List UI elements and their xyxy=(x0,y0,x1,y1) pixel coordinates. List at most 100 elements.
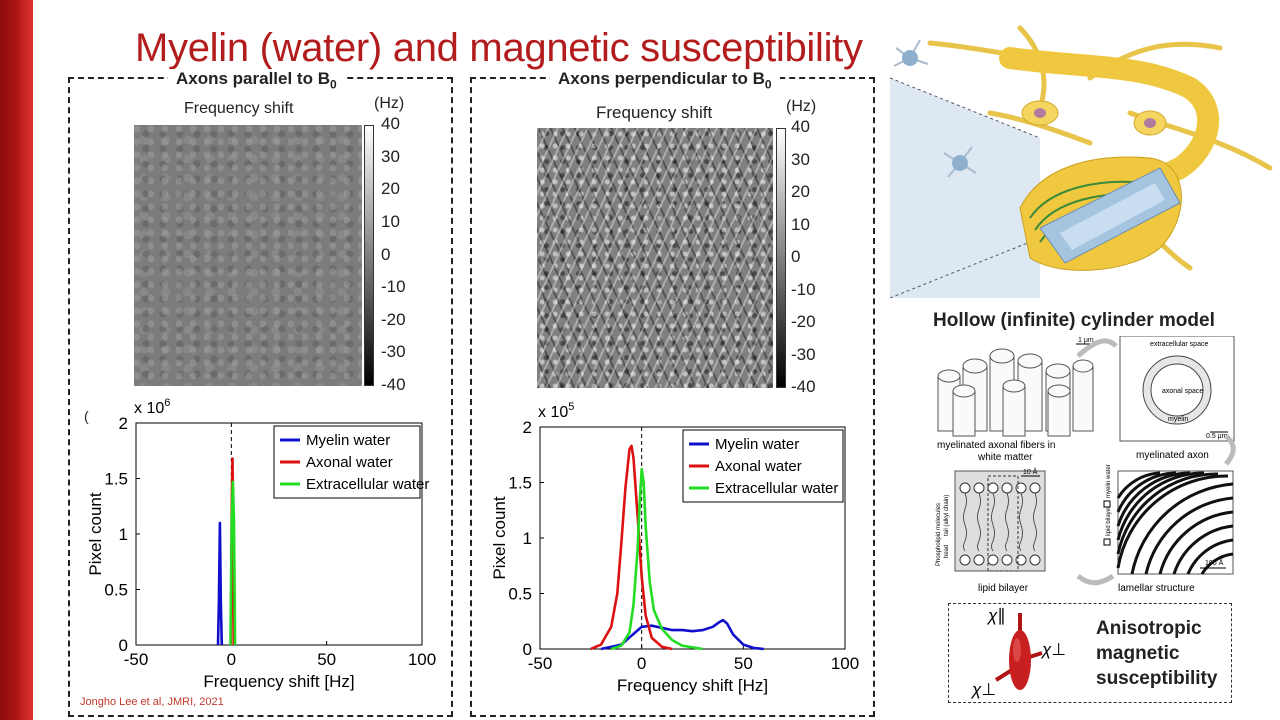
colorbar-tick: -20 xyxy=(381,309,406,329)
x-axis-label: Frequency shift [Hz] xyxy=(617,676,768,695)
legend-entry: Myelin water xyxy=(306,432,390,449)
legend-box xyxy=(682,429,844,503)
colorbar-tick: -30 xyxy=(791,344,816,364)
colorbar-tick: 40 xyxy=(791,117,810,136)
colorbar-tick: 40 xyxy=(381,114,400,133)
y-exponent-power: 5 xyxy=(568,401,574,413)
ellipsoid-susceptibility-icon: χ∥ χ⊥ χ⊥ xyxy=(970,606,1066,699)
fibers-caption-line2: white matter xyxy=(977,452,1033,463)
y-tick-label: 2 xyxy=(119,414,128,433)
colorbar-tick: -30 xyxy=(381,342,406,362)
legend-entry: Axonal water xyxy=(306,454,393,471)
colorbar-unit: (Hz) xyxy=(786,98,817,115)
x-tick-label: 0 xyxy=(227,650,236,669)
frequency-shift-map-parallel xyxy=(134,125,362,386)
colorbar-tick: 30 xyxy=(791,149,810,169)
chart-legend: Myelin water Axonal water Extracellular wa… xyxy=(273,425,429,499)
panel-axons-parallel: Axons parallel to B 0 xyxy=(68,69,453,717)
legend-entry: Axonal water xyxy=(715,458,802,475)
series-line-myelin-water xyxy=(600,618,764,651)
extracellular-label: extracellular space xyxy=(1150,341,1208,348)
axon-caption: myelinated axon xyxy=(1136,450,1209,461)
colorbar-tick: 10 xyxy=(791,214,810,234)
head-label: head xyxy=(944,545,950,558)
x-tick-label: -50 xyxy=(124,650,149,669)
anisotropy-box xyxy=(948,603,1232,703)
series-line-myelin-water xyxy=(216,521,224,646)
myelinated-fibers-icon xyxy=(937,348,1094,437)
colorbar-tick: 30 xyxy=(381,146,400,166)
x-tick-label: 0 xyxy=(637,654,646,673)
y-exponent-label: x 106 xyxy=(134,397,170,417)
frequency-shift-map-title: Frequency shift xyxy=(184,100,294,117)
colorbar-tick: -40 xyxy=(791,377,816,396)
x-axis-label: Frequency shift [Hz] xyxy=(203,672,354,691)
y-tick-label: 2 xyxy=(523,418,532,437)
phospholipid-label: Phospholipid molecules xyxy=(936,503,942,566)
colorbar-tick: 0 xyxy=(381,244,391,264)
colorbar-tick: -20 xyxy=(791,312,816,331)
lamellar-caption: lamellar structure xyxy=(1118,583,1195,594)
colorbar-tick: 10 xyxy=(381,211,400,231)
y-exponent-base: x 10 xyxy=(134,400,164,417)
slide-title: Myelin (water) and magnetic susceptibili… xyxy=(135,26,863,70)
series-line-extracellular-water xyxy=(229,480,237,646)
frequency-shift-map-perpendicular xyxy=(537,128,773,388)
colorbar-tick: 20 xyxy=(381,179,400,199)
tail-label: tail (alkyl chain) xyxy=(944,495,950,536)
colorbar-tick: -10 xyxy=(791,279,816,299)
series-line-extracellular-water xyxy=(610,467,703,651)
chi-perp-right-label: χ⊥ xyxy=(1040,640,1066,659)
y-tick-label: 0 xyxy=(119,636,128,655)
x-tick-label: 50 xyxy=(317,650,336,669)
anisotropy-line-2: magnetic xyxy=(1096,643,1180,664)
slide-accent-band xyxy=(0,0,33,720)
myelin-label: myelin xyxy=(1168,416,1188,423)
anisotropy-line-1: Anisotropic xyxy=(1096,618,1202,639)
colorbar-parallel xyxy=(364,125,374,386)
x-tick-label: 100 xyxy=(408,650,436,669)
colorbar-tick: -10 xyxy=(381,277,406,297)
panel-heading-parallel: Axons parallel to B0 xyxy=(168,69,345,92)
citation: Jongho Lee et al, JMRI, 2021 xyxy=(80,696,224,708)
y-axis-label: Pixel count xyxy=(490,496,509,579)
axonal-space-label: axonal space xyxy=(1162,388,1203,395)
y-exponent-base: x 10 xyxy=(538,404,568,421)
scale-10A-label: 10 Å xyxy=(1023,467,1038,476)
y-exponent-label: x 105 xyxy=(538,401,574,421)
stray-mark: ( xyxy=(84,408,89,424)
y-tick-label: 0 xyxy=(523,640,532,659)
cylinder-model-title: Hollow (infinite) cylinder model xyxy=(933,310,1215,331)
chart-legend: Myelin water Axonal water Extracellular wa… xyxy=(682,429,844,503)
heading-subscript: 0 xyxy=(764,77,772,92)
legend-entry: Extracellular water xyxy=(715,480,838,497)
scale-1um-label: 1 μm xyxy=(1078,337,1094,344)
x-tick-label: 50 xyxy=(734,654,753,673)
heading-text: Axons parallel to B xyxy=(176,69,330,88)
chi-perp-left-label: χ⊥ xyxy=(970,680,996,699)
y-exponent-power: 6 xyxy=(164,397,170,409)
legend-entry: Myelin water xyxy=(715,436,799,453)
y-tick-label: 1 xyxy=(523,529,532,548)
cylinder-model-illustration: 1 μm myelinated axonal fibers in white m… xyxy=(936,336,1236,594)
anisotropy-text: Anisotropic magnetic susceptibility xyxy=(1096,616,1217,691)
legend-myelin-water: myelin water xyxy=(1106,464,1112,498)
y-tick-label: 1.5 xyxy=(104,470,128,489)
colorbar-tick: -40 xyxy=(381,375,406,394)
frequency-shift-map-title: Frequency shift xyxy=(596,103,713,122)
heading-text: Axons perpendicular to B xyxy=(558,69,765,88)
panel-heading-perpendicular: Axons perpendicular to B0 xyxy=(550,69,780,92)
neuron-myelin-illustration-icon xyxy=(890,18,1280,298)
colorbar-unit: (Hz) xyxy=(374,95,405,112)
y-axis-label: Pixel count xyxy=(86,492,105,575)
y-tick-label: 1.5 xyxy=(508,474,532,493)
legend-entry: Extracellular water xyxy=(306,476,429,493)
colorbar-tick: 20 xyxy=(791,182,810,201)
colorbar-tick: 0 xyxy=(791,247,801,266)
legend-lipid-bilayer: lipid bilayer xyxy=(1106,506,1112,536)
fibers-caption-line1: myelinated axonal fibers in xyxy=(937,440,1055,451)
x-tick-label: -50 xyxy=(528,654,553,673)
y-tick-label: 0.5 xyxy=(104,581,128,600)
